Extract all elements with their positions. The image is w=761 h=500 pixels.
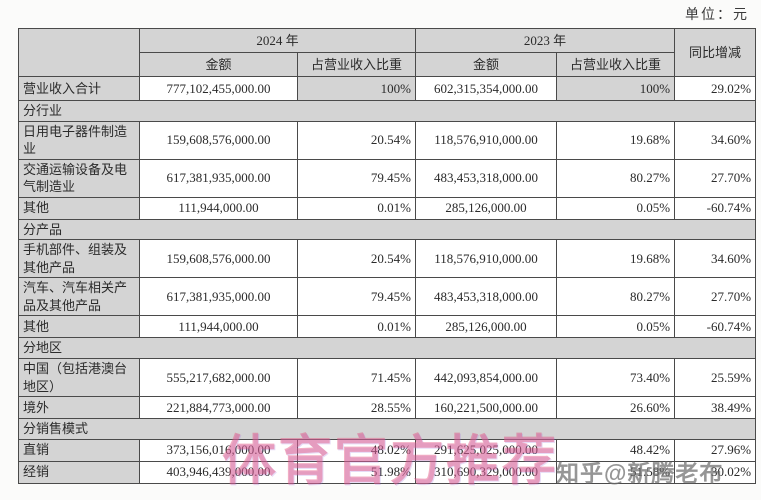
amount-2023-cell: 118,576,910,000.00 xyxy=(415,239,558,279)
yoy-cell: -60.74% xyxy=(674,196,757,220)
proportion-2023-cell: 48.42% xyxy=(556,438,676,462)
row-label: 直销 xyxy=(18,438,140,462)
unit-label: 单位：元 xyxy=(685,8,749,23)
yoy-cell: 27.96% xyxy=(674,438,757,462)
amount-2023-cell: 285,126,000.00 xyxy=(415,196,558,220)
proportion-2023-header: 占营业收入比重 xyxy=(556,52,676,77)
table-header: 2024 年 2023 年 同比增减 金额 占营业收入比重 金额 占营业收入比重 xyxy=(18,28,757,77)
amount-2023-cell: 442,093,854,000.00 xyxy=(415,358,558,398)
proportion-2023-cell: 26.60% xyxy=(556,396,676,420)
yoy-cell: 25.59% xyxy=(674,358,757,398)
proportion-2023-cell: 0.05% xyxy=(556,196,676,220)
proportion-2024-cell: 20.54% xyxy=(296,120,417,160)
yoy-cell: 34.60% xyxy=(674,239,757,279)
amount-2023-cell: 285,126,000.00 xyxy=(415,315,558,339)
amount-2024-cell: 111,944,000.00 xyxy=(139,315,298,339)
table-row: 汽车、汽车相关产品及其他产品 617,381,935,000.00 79.45% 48… xyxy=(18,277,757,317)
row-label: 汽车、汽车相关产品及其他产品 xyxy=(18,277,140,317)
table-row: 直销 373,156,016,000.00 48.02% 291,625,025,00… xyxy=(18,438,757,462)
section-row: 分产品 xyxy=(17,218,757,241)
section-label: 分产品 xyxy=(17,218,757,241)
table-row: 手机部件、组装及其他产品 159,608,576,000.00 20.54% 118,… xyxy=(18,239,757,279)
proportion-2024-cell: 20.54% xyxy=(296,239,417,279)
amount-2024-cell: 403,946,439,000.00 xyxy=(139,460,298,484)
table-row: 经销 403,946,439,000.00 51.98% 310,690,329,00… xyxy=(18,460,757,484)
yoy-cell: 27.70% xyxy=(674,277,757,317)
amount-2024-cell: 617,381,935,000.00 xyxy=(139,277,298,317)
proportion-2023-cell: 51.58% xyxy=(556,460,676,484)
yoy-cell: 30.02% xyxy=(674,460,757,484)
amount-2023-cell: 118,576,910,000.00 xyxy=(415,120,558,160)
amount-2024-cell: 159,608,576,000.00 xyxy=(139,120,298,160)
proportion-2024-cell: 0.01% xyxy=(296,315,417,339)
amount-2024-cell: 617,381,935,000.00 xyxy=(139,158,298,198)
proportion-2024-cell: 79.45% xyxy=(296,158,417,198)
proportion-2023-cell: 19.68% xyxy=(556,239,676,279)
yoy-header: 同比增减 xyxy=(674,28,757,77)
amount-2024-cell: 777,102,455,000.00 xyxy=(139,76,298,101)
table-body: 营业收入合计 777,102,455,000.00 100% 602,315,354,… xyxy=(17,76,757,484)
row-label: 境外 xyxy=(18,396,140,420)
revenue-breakdown-table: 2024 年 2023 年 同比增减 金额 占营业收入比重 金额 占营业收入比重… xyxy=(17,28,757,484)
row-label: 中国（包括港澳台地区） xyxy=(18,358,140,398)
row-label: 经销 xyxy=(18,460,140,484)
yoy-cell: 38.49% xyxy=(674,396,757,420)
row-label: 其他 xyxy=(18,196,140,220)
proportion-2024-header: 占营业收入比重 xyxy=(296,52,417,77)
section-label: 分销售模式 xyxy=(17,418,757,440)
proportion-2023-cell: 100% xyxy=(556,76,676,101)
proportion-2023-cell: 19.68% xyxy=(556,120,676,160)
proportion-2024-cell: 48.02% xyxy=(296,438,417,462)
amount-2024-cell: 373,156,016,000.00 xyxy=(139,438,298,462)
row-label: 其他 xyxy=(18,315,140,339)
amount-2023-header: 金额 xyxy=(415,52,558,77)
row-label: 交通运输设备及电气制造业 xyxy=(18,158,140,198)
table-row: 中国（包括港澳台地区） 555,217,682,000.00 71.45% 442,0… xyxy=(18,358,757,398)
proportion-2023-cell: 73.40% xyxy=(556,358,676,398)
amount-2024-cell: 221,884,773,000.00 xyxy=(139,396,298,420)
section-row: 分地区 xyxy=(17,337,757,360)
proportion-2024-cell: 71.45% xyxy=(296,358,417,398)
proportion-2024-cell: 28.55% xyxy=(296,396,417,420)
table-row: 其他 111,944,000.00 0.01% 285,126,000.00 0.05%… xyxy=(18,315,757,339)
amount-2024-cell: 111,944,000.00 xyxy=(139,196,298,220)
amount-2024-cell: 159,608,576,000.00 xyxy=(139,239,298,279)
row-label: 日用电子器件制造业 xyxy=(18,120,140,160)
yoy-cell: 27.70% xyxy=(674,158,757,198)
amount-2023-cell: 310,690,329,000.00 xyxy=(415,460,558,484)
amount-2023-cell: 291,625,025,000.00 xyxy=(415,438,558,462)
corner-blank-cell xyxy=(18,28,140,77)
amount-2024-header: 金额 xyxy=(139,52,298,77)
row-label: 营业收入合计 xyxy=(18,76,140,101)
table-row: 日用电子器件制造业 159,608,576,000.00 20.54% 118,576… xyxy=(18,120,757,160)
section-label: 分行业 xyxy=(17,100,757,122)
proportion-2023-cell: 80.27% xyxy=(556,158,676,198)
row-label: 手机部件、组装及其他产品 xyxy=(18,239,140,279)
amount-2023-cell: 160,221,500,000.00 xyxy=(415,396,558,420)
proportion-2024-cell: 79.45% xyxy=(296,277,417,317)
proportion-2023-cell: 0.05% xyxy=(556,315,676,339)
proportion-2024-cell: 100% xyxy=(296,76,417,101)
table-row: 营业收入合计 777,102,455,000.00 100% 602,315,354,… xyxy=(18,76,757,101)
amount-2023-cell: 483,453,318,000.00 xyxy=(415,277,558,317)
proportion-2024-cell: 51.98% xyxy=(296,460,417,484)
year-2024-header: 2024 年 xyxy=(138,28,417,53)
amount-2024-cell: 555,217,682,000.00 xyxy=(139,358,298,398)
yoy-cell: -60.74% xyxy=(674,315,757,339)
amount-2023-cell: 483,453,318,000.00 xyxy=(415,158,558,198)
section-label: 分地区 xyxy=(17,337,757,360)
yoy-cell: 29.02% xyxy=(674,76,757,101)
amount-2023-cell: 602,315,354,000.00 xyxy=(415,76,558,101)
yoy-cell: 34.60% xyxy=(674,120,757,160)
proportion-2023-cell: 80.27% xyxy=(556,277,676,317)
section-row: 分行业 xyxy=(17,100,757,122)
table-row: 交通运输设备及电气制造业 617,381,935,000.00 79.45% 483,… xyxy=(18,158,757,198)
year-2023-header: 2023 年 xyxy=(415,28,676,53)
section-row: 分销售模式 xyxy=(17,418,757,440)
table-row: 境外 221,884,773,000.00 28.55% 160,221,500,00… xyxy=(18,396,757,420)
proportion-2024-cell: 0.01% xyxy=(296,196,417,220)
table-row: 其他 111,944,000.00 0.01% 285,126,000.00 0.05%… xyxy=(18,196,757,220)
